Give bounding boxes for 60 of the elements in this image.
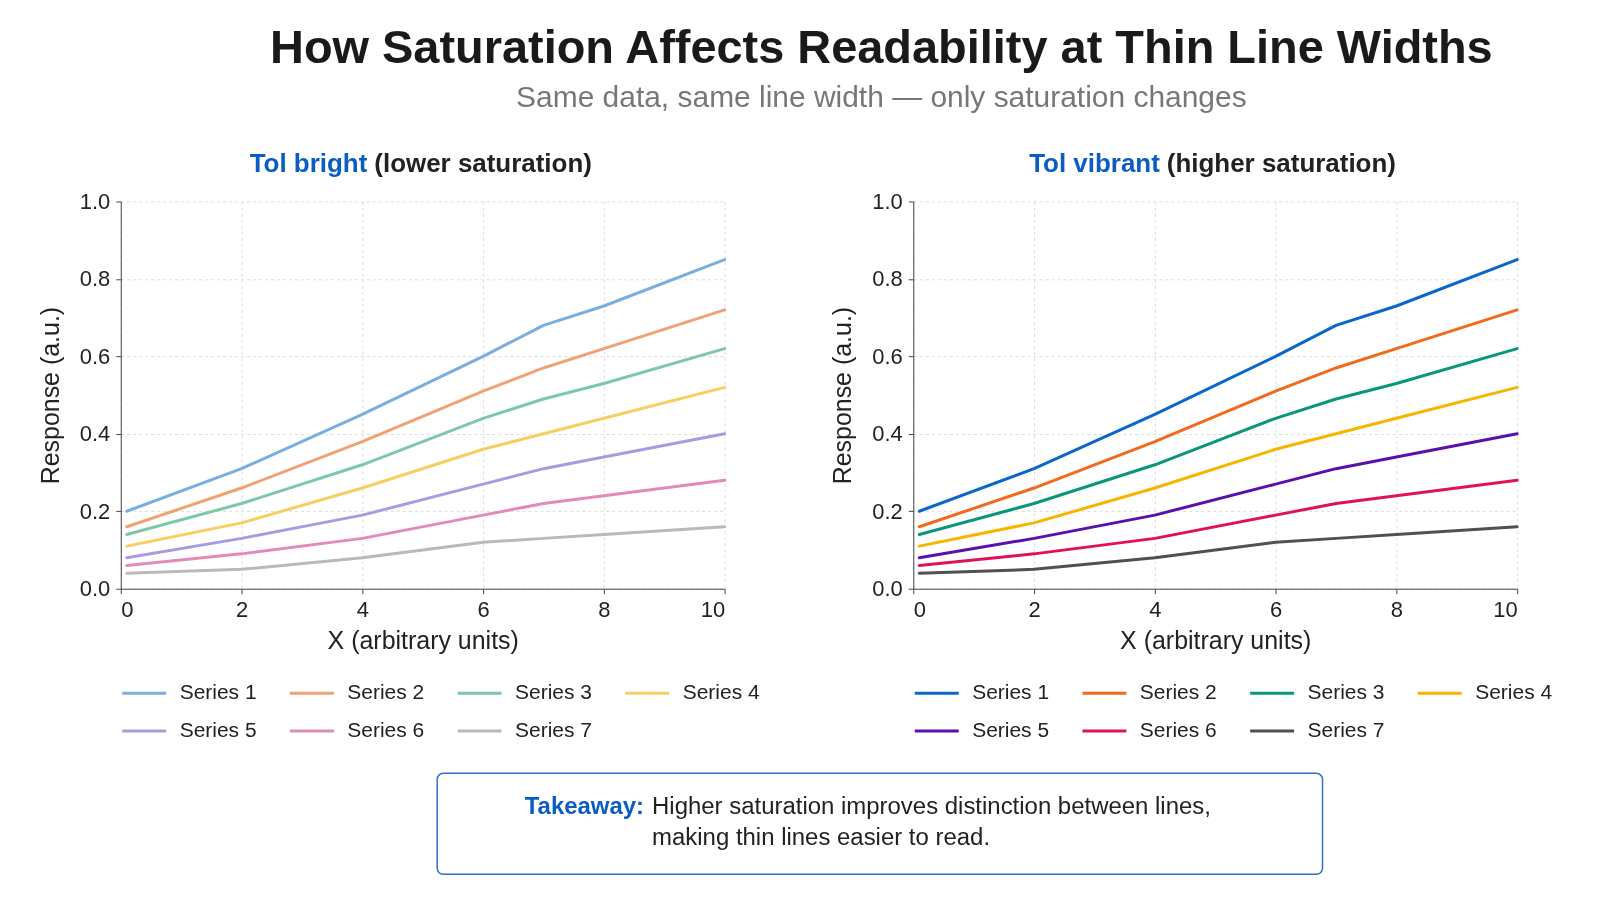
line-series bbox=[125, 478, 727, 567]
y-tick-label: 0.0 bbox=[872, 576, 903, 602]
text: Takeaway: Higher saturation improves distinction between lines, making thin lines easier to read. bbox=[524, 792, 1211, 851]
line-series bbox=[917, 258, 1519, 513]
y-axis-title: Response (a.u.) bbox=[828, 306, 857, 485]
y-tick-label: 0.8 bbox=[79, 266, 111, 292]
x-tick-label: 8 bbox=[1390, 597, 1403, 623]
x-tick-label: 6 bbox=[1270, 597, 1283, 623]
line-series bbox=[125, 432, 727, 560]
line-series bbox=[125, 385, 727, 548]
y-axis-title: Response (a.u.) bbox=[35, 306, 64, 485]
line-series bbox=[917, 478, 1519, 567]
x-tick-label: 6 bbox=[477, 597, 490, 623]
legend-label: Series 5 bbox=[179, 717, 257, 741]
y-tick-label: 0.8 bbox=[872, 266, 903, 292]
legend-label: Series 2 bbox=[347, 680, 425, 704]
x-tick-label: 2 bbox=[235, 597, 249, 623]
y-tick-label: 0.4 bbox=[872, 421, 903, 447]
x-tick-label: 8 bbox=[598, 597, 611, 623]
line-series bbox=[917, 525, 1519, 575]
text: Same data, same line width — only saturation changes bbox=[516, 79, 1247, 113]
y-tick-label: 1.0 bbox=[79, 188, 111, 214]
legend-label: Series 1 bbox=[972, 680, 1050, 704]
x-axis-title: X (arbitrary units) bbox=[1120, 626, 1312, 655]
line-series bbox=[917, 385, 1519, 548]
x-tick-label: 4 bbox=[356, 597, 369, 623]
x-tick-label: 0 bbox=[121, 597, 134, 623]
chart-title: Tol vibrant (higher saturation) bbox=[1029, 149, 1396, 178]
x-tick-label: 10 bbox=[700, 597, 726, 623]
x-tick-label: 2 bbox=[1028, 597, 1041, 623]
x-tick-label: 10 bbox=[1493, 597, 1518, 623]
legend-label: Series 4 bbox=[1475, 680, 1553, 704]
legend-label: Series 4 bbox=[682, 680, 760, 704]
y-tick-label: 0.2 bbox=[872, 498, 903, 524]
line-series bbox=[917, 308, 1519, 529]
legend-label: Series 2 bbox=[1139, 680, 1217, 704]
y-tick-label: 1.0 bbox=[872, 188, 903, 214]
legend-label: Series 1 bbox=[179, 680, 257, 704]
x-tick-label: 0 bbox=[913, 597, 926, 623]
line-series bbox=[917, 432, 1519, 560]
chart-title: Tol bright (lower saturation) bbox=[249, 149, 592, 178]
legend-label: Series 6 bbox=[347, 717, 425, 741]
line-series bbox=[125, 525, 727, 575]
legend-label: Series 3 bbox=[515, 680, 592, 704]
line-series bbox=[125, 347, 727, 536]
text: How Saturation Affects Readability at Thin Line Widths bbox=[270, 20, 1493, 73]
legend-label: Series 7 bbox=[515, 717, 592, 741]
y-tick-label: 0.6 bbox=[872, 343, 903, 369]
line-series bbox=[917, 347, 1519, 536]
y-tick-label: 0.2 bbox=[79, 498, 111, 524]
legend-label: Series 6 bbox=[1139, 717, 1217, 741]
y-tick-label: 0.4 bbox=[79, 421, 111, 447]
x-tick-label: 4 bbox=[1149, 597, 1162, 623]
y-tick-label: 0.6 bbox=[79, 343, 111, 369]
legend-label: Series 5 bbox=[972, 717, 1050, 741]
line-series bbox=[125, 308, 727, 529]
x-axis-title: X (arbitrary units) bbox=[327, 626, 519, 655]
legend-label: Series 7 bbox=[1307, 717, 1385, 741]
legend-label: Series 3 bbox=[1307, 680, 1385, 704]
line-series bbox=[125, 258, 727, 513]
